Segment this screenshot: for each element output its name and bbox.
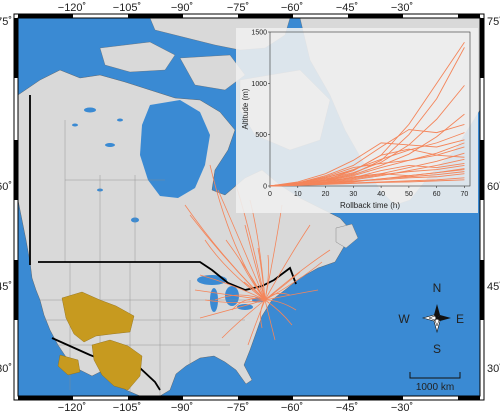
lat-tick-right: 30˚ (487, 363, 500, 375)
lat-tick-left: 30˚ (0, 363, 12, 375)
inset-series-group (269, 42, 465, 187)
inset-series-line (269, 165, 465, 187)
inset-xlabel: Rollback time (h) (340, 201, 400, 210)
lon-tick-labels-bottom: −120˚ −105˚ −90˚ −75˚ −60˚ −45˚ −30˚ (58, 402, 413, 414)
inset-x-tick-label: 60 (433, 191, 441, 198)
trajectories (184, 164, 331, 346)
inset-x-tick-label: 50 (405, 191, 413, 198)
highlight-regions (57, 291, 143, 391)
compass-rose: N S E W (398, 281, 464, 356)
lon-tick-bottom: −120˚ (58, 402, 86, 414)
inset-series-line (269, 152, 465, 187)
inset-series-line (269, 113, 465, 187)
inset-y-tick-label: 1000 (251, 81, 267, 88)
lon-tick-bottom: −60˚ (281, 402, 303, 414)
inset-series-line (269, 179, 465, 187)
compass-south-label: S (433, 342, 441, 356)
inset-x-tick-label: 70 (461, 191, 469, 198)
compass-north-label: N (433, 281, 442, 295)
inset-series-line (269, 132, 465, 187)
inset-x-tick-label: 10 (294, 191, 302, 198)
inset-ticks: 0 10 20 30 40 50 60 70 0 500 1000 1500 (251, 30, 468, 199)
inset-chart: 0 10 20 30 40 50 60 70 0 500 1000 1500 Rollback tim… (236, 28, 478, 213)
inset-ylabel: Altitude (m) (241, 88, 250, 129)
inset-series-line (269, 168, 465, 187)
lon-tick-bottom: −90˚ (171, 402, 193, 414)
lat-tick-left: 45˚ (0, 281, 12, 293)
lat-tick-labels-right: 75˚ 60˚ 45˚ 30˚ (487, 16, 500, 375)
scale-bar: 1000 km (409, 372, 461, 393)
lon-tick-bottom: −30˚ (391, 402, 413, 414)
inset-x-tick-label: 0 (268, 191, 272, 198)
lon-tick-top: −105˚ (113, 2, 141, 14)
lat-tick-right: 60˚ (487, 181, 500, 193)
lat-tick-right: 75˚ (487, 16, 500, 28)
arctic-island (179, 54, 246, 91)
inset-x-tick-label: 20 (322, 191, 330, 198)
lon-tick-bottom: −45˚ (336, 402, 358, 414)
compass-star-icon (421, 304, 451, 334)
lat-tick-left: 75˚ (0, 16, 12, 28)
compass-east-label: E (456, 312, 464, 326)
inset-series-line (269, 139, 465, 187)
lon-tick-top: −45˚ (336, 2, 358, 14)
lat-tick-left: 60˚ (0, 181, 12, 193)
lon-tick-top: −60˚ (281, 2, 303, 14)
hudson-bay (140, 100, 210, 198)
compass-west-label: W (398, 312, 410, 326)
newfoundland (335, 223, 359, 249)
inset-y-tick-label: 1500 (251, 30, 267, 37)
inset-y-tick-label: 500 (255, 132, 267, 139)
lon-tick-labels-top: −120˚ −105˚ −90˚ −75˚ −60˚ −45˚ −30˚ (58, 2, 413, 14)
arctic-island (99, 41, 176, 73)
lon-tick-bottom: −75˚ (227, 402, 249, 414)
lat-tick-labels-left: 75˚ 60˚ 45˚ 30˚ (0, 16, 12, 375)
inset-plot-area (269, 31, 471, 187)
inset-x-tick-label: 40 (377, 191, 385, 198)
lat-tick-right: 45˚ (487, 281, 500, 293)
lon-tick-top: −30˚ (391, 2, 413, 14)
scale-bar-label: 1000 km (416, 382, 454, 393)
lon-tick-top: −75˚ (227, 2, 249, 14)
lon-tick-top: −90˚ (171, 2, 193, 14)
lon-tick-bottom: −105˚ (113, 402, 141, 414)
lon-tick-top: −120˚ (58, 2, 86, 14)
inset-y-tick-label: 0 (263, 184, 267, 191)
inset-x-tick-label: 30 (349, 191, 357, 198)
map-frame (13, 13, 485, 401)
inset-background (236, 28, 478, 213)
